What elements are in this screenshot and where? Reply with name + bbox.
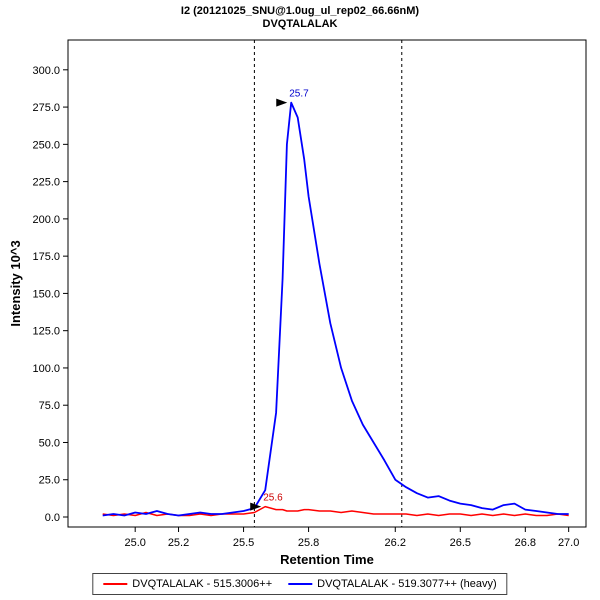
y-tick-label: 25.0 xyxy=(39,475,60,487)
y-tick-label: 225.0 xyxy=(32,177,60,189)
y-tick-label: 100.0 xyxy=(32,363,60,375)
legend-line-sample-1 xyxy=(288,583,313,585)
y-tick-label: 175.0 xyxy=(32,251,60,263)
y-tick-label: 125.0 xyxy=(32,326,60,338)
series-line-0 xyxy=(102,505,569,517)
chromatogram-plot: 0.0 25.0 50.0 75.0 100.0 125.0 150.0 175.0 200.0… xyxy=(8,39,587,567)
y-tick-label: 275.0 xyxy=(32,102,60,114)
series-line-1 xyxy=(102,101,569,517)
chart-title-line1: I2 (20121025_SNU@1.0ug_ul_rep02_66.66nM) xyxy=(180,5,420,17)
x-tick-label: 25.5 xyxy=(233,537,254,549)
x-tick-label: 26.8 xyxy=(515,537,536,549)
peak-arrow-0 xyxy=(276,98,288,107)
x-tick-label: 26.5 xyxy=(450,537,471,549)
y-tick-label: 0.0 xyxy=(45,512,60,524)
y-tick-label: 300.0 xyxy=(32,65,60,77)
y-tick-label: 250.0 xyxy=(32,139,60,151)
x-tick-label: 25.8 xyxy=(298,537,319,549)
x-tick-label: 25.0 xyxy=(124,537,145,549)
y-tick-label: 75.0 xyxy=(39,400,60,412)
peak-label-0: 25.7 xyxy=(289,89,309,100)
x-axis-title: Retention Time xyxy=(280,552,374,567)
legend-line-sample-0 xyxy=(103,583,128,585)
legend-label-1: DVQTALALAK - 519.3077++ (heavy) xyxy=(317,578,497,590)
legend: DVQTALALAK - 515.3006++ DVQTALALAK - 519.… xyxy=(92,573,508,595)
chart-title: I2 (20121025_SNU@1.0ug_ul_rep02_66.66nM)… xyxy=(0,0,600,31)
plot-area xyxy=(68,40,586,527)
plot-border xyxy=(67,39,587,528)
chart-title-line2: DVQTALALAK xyxy=(262,18,338,30)
y-tick-label: 150.0 xyxy=(32,288,60,300)
y-tick-label: 200.0 xyxy=(32,214,60,226)
x-tick-label: 27.0 xyxy=(558,537,579,549)
peak-label-1: 25.6 xyxy=(263,493,283,504)
legend-label-0: DVQTALALAK - 515.3006++ xyxy=(132,578,273,590)
legend-item-0: DVQTALALAK - 515.3006++ xyxy=(103,578,272,590)
peak-arrow-1 xyxy=(250,502,262,511)
x-tick-label: 25.2 xyxy=(168,537,189,549)
y-tick-label: 50.0 xyxy=(39,437,60,449)
x-tick-label: 26.2 xyxy=(385,537,406,549)
y-axis-title: Intensity 10^3 xyxy=(8,240,23,326)
legend-item-1: DVQTALALAK - 519.3077++ (heavy) xyxy=(288,578,497,590)
